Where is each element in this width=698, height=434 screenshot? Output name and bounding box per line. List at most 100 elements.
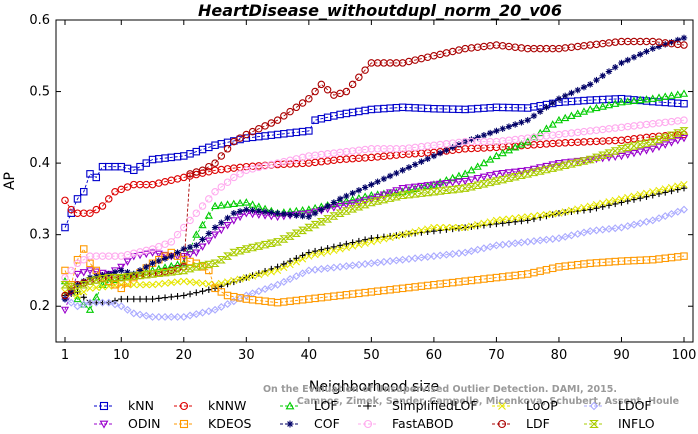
legend-marker xyxy=(364,402,372,410)
data-point xyxy=(280,210,288,218)
data-point xyxy=(142,281,150,289)
data-point xyxy=(623,151,632,159)
data-point xyxy=(324,202,331,210)
data-point xyxy=(598,225,607,234)
x-tick-label: 60 xyxy=(426,348,443,363)
data-point xyxy=(198,243,207,251)
data-point xyxy=(680,41,688,49)
data-point xyxy=(217,152,226,160)
data-point xyxy=(542,211,551,219)
data-point xyxy=(329,263,338,272)
data-point xyxy=(173,175,182,183)
data-point xyxy=(680,99,688,108)
legend-item-ldof: LDOF xyxy=(584,398,652,413)
data-point xyxy=(461,169,470,177)
data-point xyxy=(335,209,345,217)
data-point xyxy=(498,175,508,184)
data-point xyxy=(92,205,101,214)
data-point xyxy=(73,302,82,311)
data-point xyxy=(436,180,445,189)
data-point xyxy=(348,200,357,208)
x-tick-label: 1 xyxy=(61,348,69,363)
data-point xyxy=(630,196,638,203)
data-point xyxy=(680,180,688,189)
data-point xyxy=(92,173,101,182)
data-point xyxy=(279,235,289,243)
data-point xyxy=(118,295,125,303)
data-point xyxy=(511,218,519,225)
y-tick-label: 0.4 xyxy=(29,156,50,171)
data-point xyxy=(285,232,295,240)
data-point xyxy=(548,120,557,128)
data-point xyxy=(223,200,232,208)
data-point xyxy=(342,196,351,205)
data-point xyxy=(73,270,82,279)
data-point xyxy=(561,113,570,122)
data-point xyxy=(648,145,657,154)
data-point xyxy=(516,171,526,180)
data-point xyxy=(336,242,344,249)
data-point xyxy=(260,240,270,249)
data-point xyxy=(404,184,414,192)
data-point xyxy=(679,89,689,97)
data-point xyxy=(411,230,419,237)
data-point xyxy=(123,258,132,266)
legend-marker xyxy=(99,401,109,411)
data-point xyxy=(143,295,150,303)
data-point xyxy=(323,264,332,273)
data-point xyxy=(605,198,613,206)
data-point xyxy=(585,155,595,164)
data-point xyxy=(355,237,363,245)
data-point xyxy=(662,189,669,196)
data-point xyxy=(305,249,313,256)
data-point xyxy=(616,145,627,153)
data-point xyxy=(667,91,676,99)
data-point xyxy=(123,281,132,289)
data-point xyxy=(360,192,370,200)
legend-marker xyxy=(286,420,294,428)
data-point xyxy=(198,166,207,175)
data-point xyxy=(355,73,363,81)
legend-item-knnw: kNNW xyxy=(174,398,246,413)
data-point xyxy=(210,259,220,268)
data-point xyxy=(286,107,294,116)
data-point xyxy=(111,187,119,196)
data-point xyxy=(273,116,282,124)
data-point xyxy=(586,227,595,236)
data-point xyxy=(361,184,369,191)
data-point xyxy=(179,312,188,321)
data-point xyxy=(148,270,158,278)
data-point xyxy=(255,207,263,215)
data-point xyxy=(654,143,664,151)
x-tick-label: 50 xyxy=(363,348,380,363)
data-point xyxy=(267,268,275,276)
data-point xyxy=(386,233,394,242)
data-point xyxy=(143,263,150,271)
data-point xyxy=(280,112,288,120)
data-point xyxy=(667,139,676,147)
data-point xyxy=(448,185,458,194)
data-point xyxy=(291,229,301,237)
data-point xyxy=(166,268,176,276)
series-line xyxy=(64,41,685,296)
data-point xyxy=(661,92,670,100)
data-point xyxy=(604,149,614,157)
data-point xyxy=(379,195,389,204)
legend-label: kNNW xyxy=(208,398,246,413)
data-point xyxy=(524,213,532,221)
data-point xyxy=(223,178,232,186)
data-point xyxy=(211,224,219,231)
data-point xyxy=(154,250,163,259)
data-point xyxy=(486,129,494,137)
legend-label: INFLO xyxy=(618,416,655,431)
data-point xyxy=(123,164,132,173)
data-point xyxy=(60,306,70,315)
data-point xyxy=(266,239,276,248)
data-point xyxy=(436,223,444,232)
data-point xyxy=(86,298,94,307)
data-point xyxy=(205,286,213,293)
legend-label: LoOP xyxy=(526,398,558,413)
data-point xyxy=(242,198,251,206)
data-point xyxy=(136,281,144,289)
data-point xyxy=(417,182,426,191)
